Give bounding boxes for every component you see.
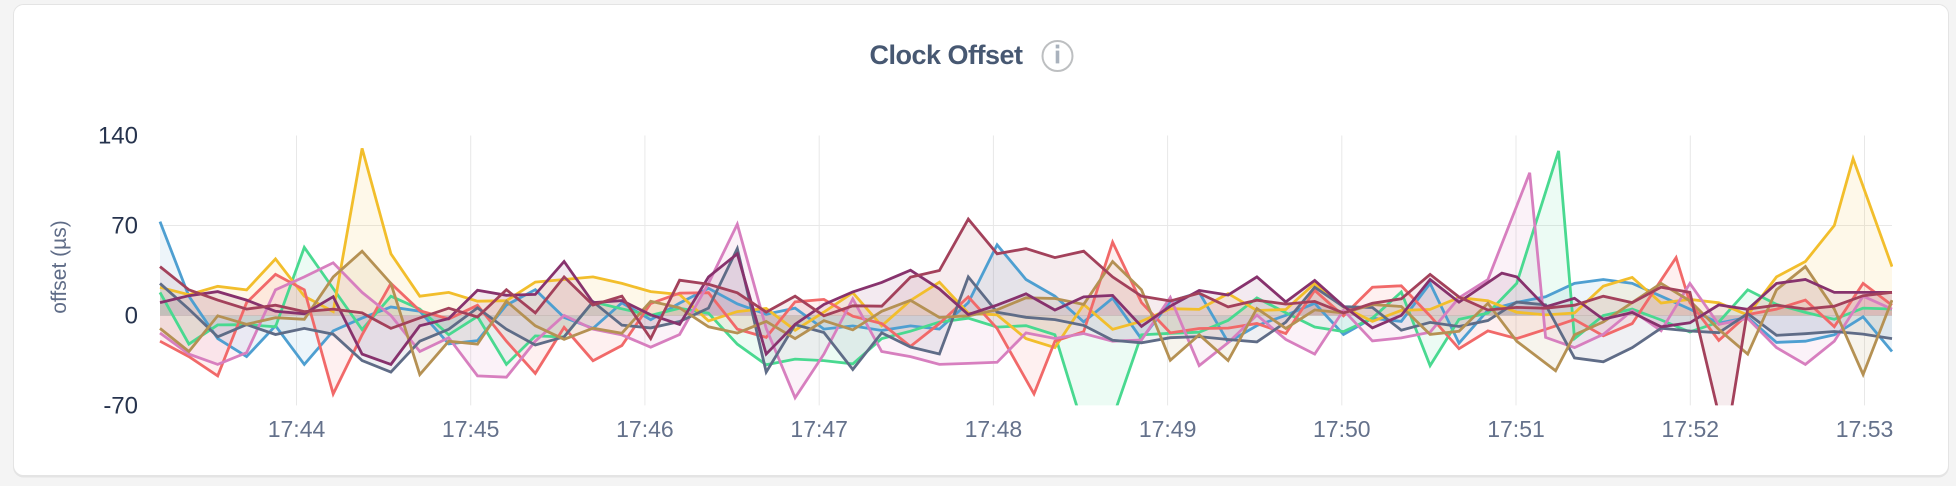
svg-text:offset (µs): offset (µs) — [48, 220, 71, 313]
svg-text:17:51: 17:51 — [1487, 416, 1545, 442]
svg-text:17:45: 17:45 — [442, 416, 500, 442]
svg-text:70: 70 — [111, 213, 138, 240]
svg-text:140: 140 — [98, 123, 138, 150]
svg-text:-70: -70 — [103, 392, 138, 419]
svg-text:17:48: 17:48 — [965, 416, 1023, 442]
svg-text:17:52: 17:52 — [1662, 416, 1720, 442]
svg-text:17:53: 17:53 — [1836, 416, 1894, 442]
svg-text:17:49: 17:49 — [1139, 416, 1197, 442]
svg-text:Clock Offset: Clock Offset — [869, 40, 1023, 70]
svg-text:17:47: 17:47 — [790, 416, 848, 442]
svg-text:17:50: 17:50 — [1313, 416, 1371, 442]
svg-text:17:44: 17:44 — [268, 416, 326, 442]
svg-text:0: 0 — [125, 303, 138, 330]
svg-text:17:46: 17:46 — [616, 416, 674, 442]
